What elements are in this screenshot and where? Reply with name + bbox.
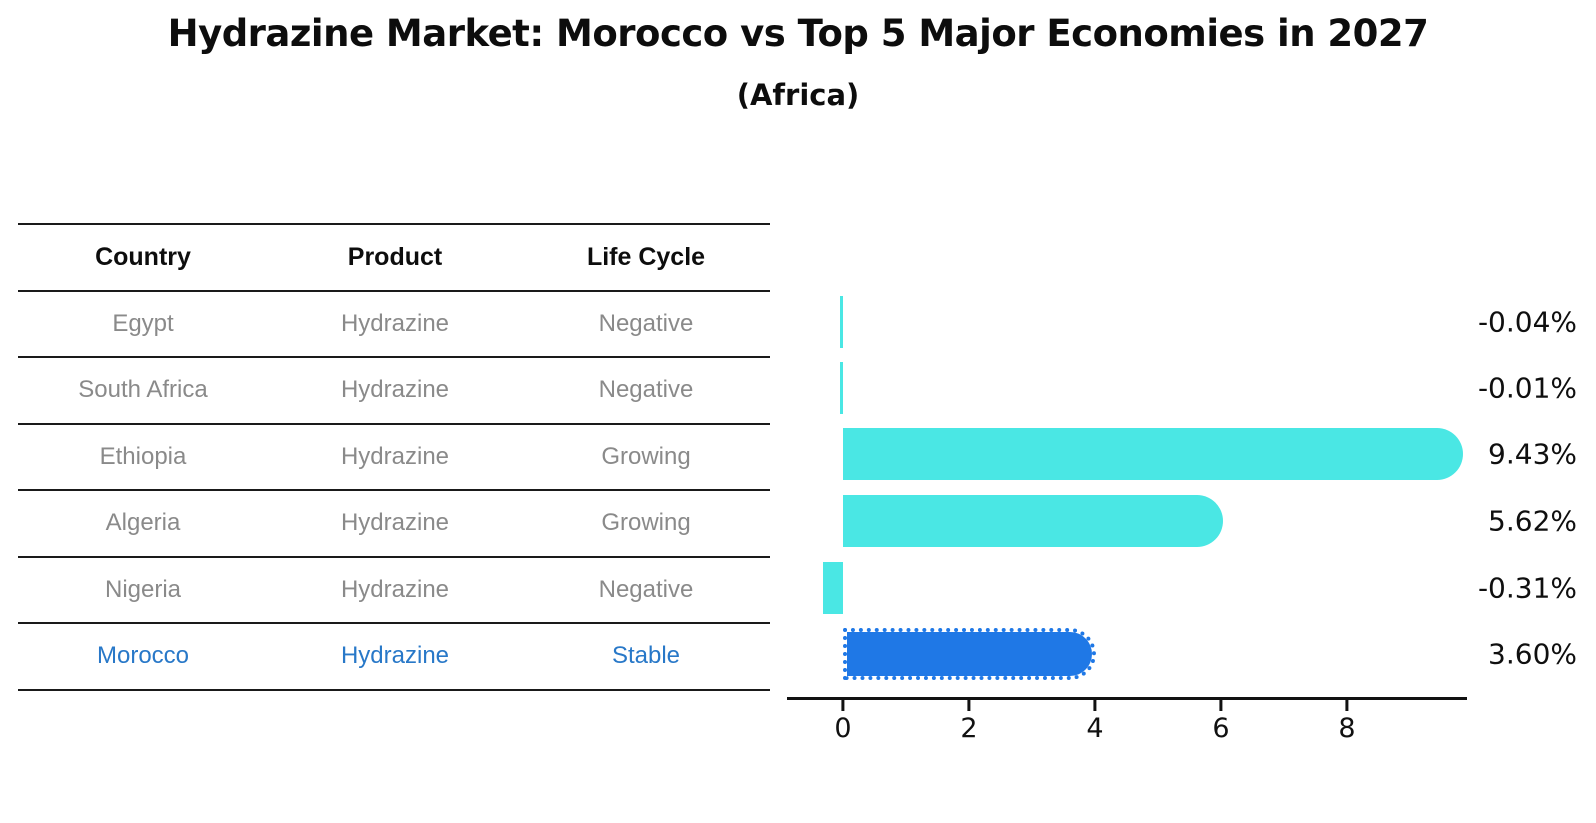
- x-tick-6: 6: [1212, 700, 1230, 744]
- chart-title: Hydrazine Market: Morocco vs Top 5 Major…: [167, 12, 1429, 55]
- bar-ethiopia: [843, 428, 1464, 480]
- table-row-nigeria: Nigeria Hydrazine Negative: [18, 555, 770, 623]
- bar-south-africa: [840, 362, 843, 414]
- cell-country: Nigeria: [104, 575, 182, 603]
- value-label-south-africa: -0.01%: [1477, 371, 1577, 405]
- cell-country: South Africa: [78, 376, 208, 404]
- cell-product: Hydrazine: [340, 376, 450, 404]
- bar-morocco: [843, 628, 1096, 680]
- x-tick-label: 0: [834, 713, 852, 744]
- x-tick-0: 0: [834, 700, 852, 744]
- x-tick-label: 8: [1338, 713, 1356, 744]
- cell-life-cycle: Growing: [601, 509, 691, 537]
- cell-product: Hydrazine: [340, 642, 450, 670]
- cell-life-cycle: Growing: [601, 442, 691, 470]
- cell-country: Algeria: [105, 509, 181, 537]
- tick-mark: [1219, 700, 1223, 711]
- table-row-egypt: Egypt Hydrazine Negative: [18, 289, 770, 357]
- tick-mark: [1345, 700, 1349, 711]
- x-axis-line: [787, 697, 1467, 700]
- tick-mark: [841, 700, 845, 711]
- country-table: Country Product Life Cycle Egypt Hydrazi…: [18, 223, 770, 691]
- table-row-ethiopia: Ethiopia Hydrazine Growing: [18, 422, 770, 490]
- value-label-ethiopia: 9.43%: [1488, 437, 1577, 471]
- cell-product: Hydrazine: [340, 442, 450, 470]
- tick-mark: [1093, 700, 1097, 711]
- x-tick-label: 2: [960, 713, 978, 744]
- cell-country: Ethiopia: [99, 442, 187, 470]
- header-life-cycle: Life Cycle: [586, 242, 706, 271]
- cell-life-cycle: Negative: [598, 575, 694, 603]
- value-label-nigeria: -0.31%: [1477, 571, 1577, 605]
- cell-life-cycle: Stable: [611, 642, 681, 670]
- x-tick-4: 4: [1086, 700, 1104, 744]
- x-tick-2: 2: [960, 700, 978, 744]
- x-tick-label: 6: [1212, 713, 1230, 744]
- value-label-egypt: -0.04%: [1477, 305, 1577, 339]
- cell-country: Egypt: [112, 309, 174, 337]
- cell-life-cycle: Negative: [598, 309, 694, 337]
- cell-product: Hydrazine: [340, 509, 450, 537]
- table-row-algeria: Algeria Hydrazine Growing: [18, 489, 770, 556]
- bar-algeria: [843, 495, 1224, 547]
- table-row-morocco: Morocco Hydrazine Stable: [18, 622, 770, 689]
- value-label-morocco: 3.60%: [1488, 637, 1577, 671]
- cell-product: Hydrazine: [340, 575, 450, 603]
- bar-egypt: [840, 296, 843, 348]
- bar-nigeria: [823, 562, 843, 614]
- cell-life-cycle: Negative: [598, 376, 694, 404]
- x-tick-8: 8: [1338, 700, 1356, 744]
- value-label-algeria: 5.62%: [1488, 504, 1577, 538]
- header-country: Country: [95, 242, 191, 271]
- tick-mark: [967, 700, 971, 711]
- cell-product: Hydrazine: [340, 309, 450, 337]
- table-row-south-africa: South Africa Hydrazine Negative: [18, 356, 770, 423]
- cell-country: Morocco: [96, 642, 190, 670]
- header-product: Product: [347, 242, 443, 271]
- bar-chart: -0.04% -0.01% 9.43% 5.62% -0.31% 3.60% 0…: [787, 280, 1587, 760]
- table-header-row: Country Product Life Cycle: [18, 223, 770, 290]
- x-tick-label: 4: [1086, 713, 1104, 744]
- chart-subtitle: (Africa): [736, 78, 860, 112]
